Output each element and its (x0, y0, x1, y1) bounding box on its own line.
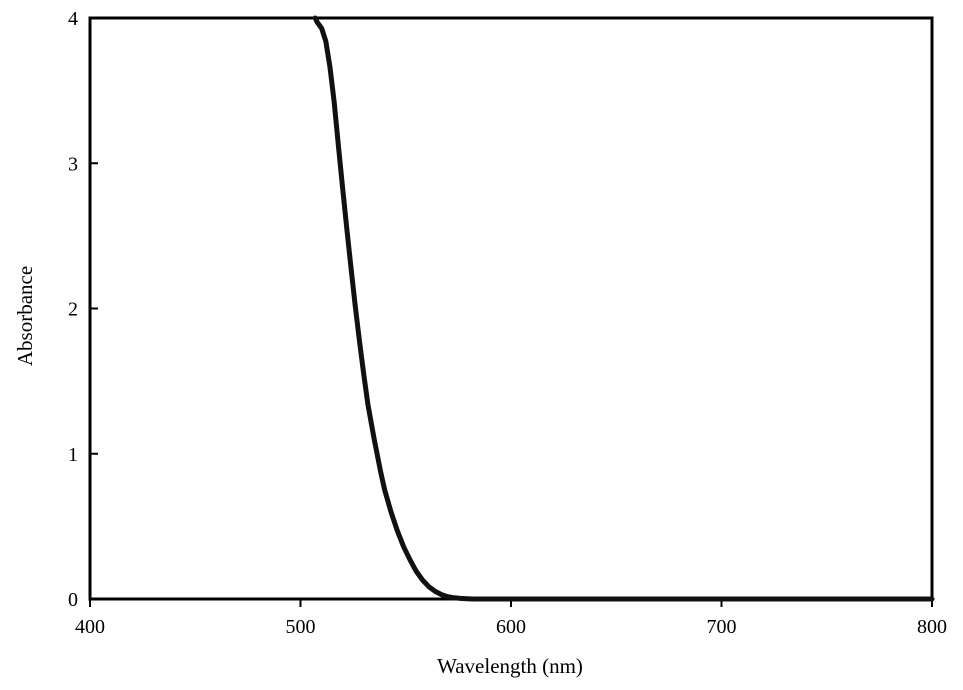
x-tick-label: 600 (496, 616, 526, 638)
y-tick-label: 1 (68, 444, 78, 466)
y-tick-label: 0 (68, 589, 78, 611)
y-tick-label: 3 (68, 153, 78, 175)
y-tick-label: 2 (68, 299, 78, 321)
y-axis-label: Absorbance (13, 266, 37, 366)
x-tick-label: 500 (286, 616, 316, 638)
y-tick-label: 4 (68, 8, 78, 30)
x-tick-label: 800 (917, 616, 947, 638)
absorbance-curve (312, 15, 935, 602)
plot-area-border (88, 16, 934, 601)
y-axis-ticks: 0 1 2 3 4 (68, 8, 98, 611)
x-tick-label: 700 (707, 616, 737, 638)
series-group (312, 15, 935, 602)
plot-frame (88, 16, 934, 601)
x-axis-ticks: 400 500 600 700 800 (75, 599, 947, 638)
x-axis-label: Wavelength (nm) (437, 654, 583, 678)
x-tick-label: 400 (75, 616, 105, 638)
